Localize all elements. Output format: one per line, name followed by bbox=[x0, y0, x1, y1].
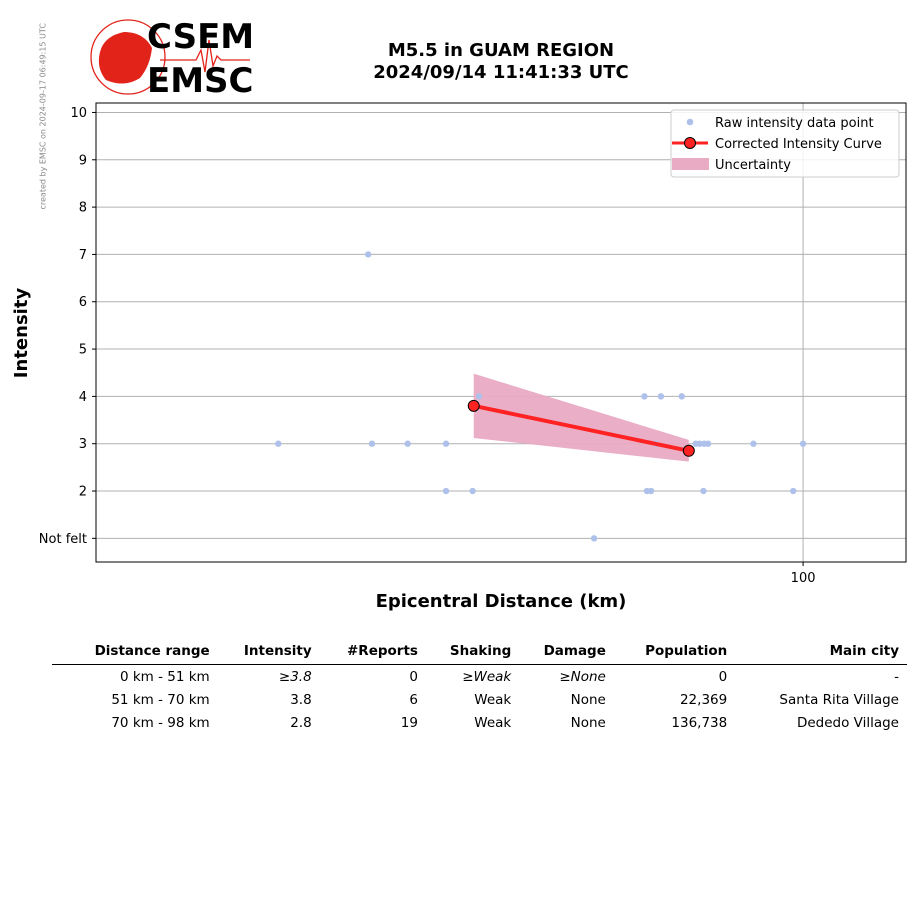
logo-globe-icon bbox=[90, 19, 166, 95]
logo-seismogram-icon bbox=[160, 39, 250, 73]
intensity-chart: CSEM EMSC M5.5 in GUAM REGION 2024/09/14… bbox=[11, 17, 907, 612]
table-cell: None bbox=[570, 692, 606, 708]
raw-point-8 bbox=[590, 535, 598, 542]
x-axis-label: Epicentral Distance (km) bbox=[376, 591, 627, 612]
y-tick-label-0: Not felt bbox=[39, 532, 87, 547]
table-cell: 136,738 bbox=[671, 715, 728, 731]
y-tick-label-2: 3 bbox=[79, 437, 87, 452]
y-tick-label-1: 2 bbox=[79, 485, 87, 500]
plot-frame bbox=[95, 102, 907, 563]
y-tick-label-5: 6 bbox=[79, 295, 87, 310]
credit-note: created by EMSC on 2024-09-17 06:49:15 U… bbox=[38, 23, 48, 210]
raw-point-13 bbox=[657, 393, 665, 400]
raw-point-20 bbox=[750, 440, 757, 447]
legend-swatch-raw bbox=[686, 118, 694, 126]
table-header-2: #Reports bbox=[319, 640, 426, 665]
curve-marker-0 bbox=[467, 399, 480, 412]
raw-point-2 bbox=[368, 440, 376, 447]
legend-label-raw: Raw intensity data point bbox=[715, 116, 874, 131]
x-tick-label-0: 100 bbox=[791, 571, 816, 586]
uncertainty-polygon bbox=[473, 373, 689, 462]
y-tick-label-7: 8 bbox=[79, 201, 87, 216]
table-cell: ≥None bbox=[559, 669, 606, 685]
y-tick-label-6: 7 bbox=[79, 248, 87, 263]
table-cell: 22,369 bbox=[679, 692, 728, 708]
table-cell: 0 bbox=[409, 669, 418, 685]
raw-point-19 bbox=[704, 440, 712, 447]
table-cell: Weak bbox=[474, 692, 512, 708]
y-tick-label-4: 5 bbox=[79, 343, 87, 358]
table-header-5: Population bbox=[613, 640, 736, 665]
legend-swatch-uncertainty bbox=[672, 158, 709, 170]
raw-point-1 bbox=[364, 251, 372, 258]
legend: Raw intensity data point Corrected Inten… bbox=[670, 109, 900, 178]
logo-line-2: EMSC bbox=[147, 61, 254, 101]
table-cell: 70 km - 98 km bbox=[111, 715, 210, 731]
raw-point-21 bbox=[789, 487, 797, 495]
table-cell: None bbox=[570, 715, 606, 731]
raw-points bbox=[275, 251, 807, 542]
table-cell: 6 bbox=[409, 692, 418, 708]
chart-subtitle: 2024/09/14 11:41:33 UTC bbox=[373, 62, 629, 83]
raw-point-16 bbox=[696, 440, 703, 447]
raw-point-14 bbox=[678, 393, 685, 400]
chart-title: M5.5 in GUAM REGION bbox=[388, 40, 614, 61]
axis-ticks: Not felt 2 3 4 5 6 7 8 9 10 100 bbox=[39, 106, 816, 586]
table-cell: Dededo Village bbox=[796, 715, 899, 731]
table-cell: Weak bbox=[474, 715, 512, 731]
table-header-6: Main city bbox=[735, 640, 907, 665]
table-header-0: Distance range bbox=[52, 640, 218, 665]
table-cell: 51 km - 70 km bbox=[111, 692, 210, 708]
table-cell: ≥Weak bbox=[462, 669, 512, 685]
table-cell: - bbox=[894, 669, 899, 685]
raw-point-22 bbox=[799, 440, 807, 447]
logo-map-icon bbox=[98, 32, 152, 84]
legend-label-curve: Corrected Intensity Curve bbox=[715, 137, 882, 152]
table-row: 51 km - 70 km 3.8 6 Weak None 22,369 Santa Rit… bbox=[52, 688, 907, 711]
raw-point-17 bbox=[700, 487, 707, 495]
legend-swatch-curve-marker bbox=[684, 137, 696, 149]
table-cell: 0 km - 51 km bbox=[119, 669, 210, 685]
corrected-curve bbox=[467, 399, 695, 457]
raw-point-5 bbox=[442, 487, 450, 495]
table-cell: 19 bbox=[400, 715, 418, 731]
y-tick-label-9: 10 bbox=[70, 106, 87, 121]
raw-point-3 bbox=[404, 440, 411, 447]
table-cell: 3.8 bbox=[290, 692, 312, 708]
y-tick-label-3: 4 bbox=[79, 390, 87, 405]
curve-line bbox=[471, 403, 691, 453]
logo-line-1: CSEM bbox=[147, 17, 254, 57]
legend-label-uncertainty: Uncertainty bbox=[715, 158, 791, 173]
table-body: 0 km - 51 km ≥3.8 0 ≥Weak ≥None 0 - 51 km - 70 … bbox=[52, 665, 907, 735]
intensity-summary-table: Distance range Intensity #Reports Shaking Da… bbox=[52, 640, 907, 734]
raw-point-4 bbox=[442, 440, 450, 447]
raw-point-9 bbox=[641, 393, 648, 400]
y-tick-label-8: 9 bbox=[79, 153, 87, 168]
curve-marker-1 bbox=[682, 444, 695, 457]
table-row: 0 km - 51 km ≥3.8 0 ≥Weak ≥None 0 - bbox=[52, 665, 907, 689]
raw-point-11 bbox=[647, 487, 655, 495]
raw-point-0 bbox=[275, 440, 282, 447]
table-cell: 0 bbox=[718, 669, 728, 685]
raw-point-7 bbox=[475, 393, 483, 400]
table-cell: ≥3.8 bbox=[278, 669, 312, 685]
table-header-4: Damage bbox=[519, 640, 614, 665]
raw-point-6 bbox=[469, 487, 476, 495]
legend-box bbox=[670, 109, 900, 178]
table-header-3: Shaking bbox=[425, 640, 520, 665]
uncertainty-band bbox=[473, 373, 689, 462]
table-cell: Santa Rita Village bbox=[779, 692, 899, 708]
emsc-logo: CSEM EMSC bbox=[90, 17, 254, 101]
table-cell: 2.8 bbox=[290, 715, 312, 731]
table-header-row: Distance range Intensity #Reports Shaking Da… bbox=[52, 640, 907, 665]
y-axis-label: Intensity bbox=[11, 288, 32, 379]
table-header-1: Intensity bbox=[217, 640, 320, 665]
table-row: 70 km - 98 km 2.8 19 Weak None 136,738 Dededo … bbox=[52, 711, 907, 734]
